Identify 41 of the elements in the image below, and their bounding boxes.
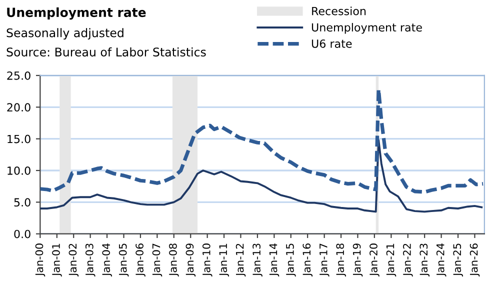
x-tick-label: Jan-05	[118, 244, 129, 276]
x-tick-label: Jan-11	[219, 244, 229, 276]
x-tick-label: Jan-12	[236, 244, 246, 276]
x-tick-label: Jan-21	[386, 244, 396, 276]
x-tick-label: Jan-00	[35, 244, 46, 276]
source-note: Source: Bureau of Labor Statistics	[6, 47, 206, 56]
x-tick-label: Jan-23	[420, 244, 430, 276]
x-tick-label: Jan-04	[102, 243, 112, 276]
x-tick-label: Jan-01	[52, 244, 62, 276]
x-tick-label: Jan-17	[320, 244, 330, 276]
x-tick-label: Jan-02	[68, 244, 79, 276]
x-tick-label: Jan-24	[436, 243, 446, 276]
x-tick-label: Jan-18	[336, 244, 346, 276]
legend-label: Recession	[312, 6, 366, 16]
line-series	[40, 139, 483, 213]
x-tick-label: Jan-09	[186, 244, 196, 276]
line-series	[40, 88, 484, 194]
chart-title: Unemployment rate	[7, 7, 146, 20]
legend-label: U6 rate	[312, 39, 352, 48]
x-tick-label: Jan-07	[152, 244, 162, 276]
x-tick-label: Jan-20	[370, 244, 380, 276]
y-tick-label: 25.0	[7, 71, 30, 80]
y-tick-label: 0.0	[14, 230, 30, 238]
chart-subtitle: Seasonally adjusted	[6, 28, 124, 40]
x-tick-label: Jan-16	[302, 244, 313, 276]
x-tick-label: Jan-14	[269, 243, 280, 276]
x-tick-label: Jan-03	[85, 244, 96, 276]
legend-label: Unemployment rate	[312, 22, 422, 34]
y-tick-label: 15.0	[8, 134, 30, 144]
x-tick-label: Jan-19	[352, 244, 363, 276]
x-tick-label: Jan-06	[136, 244, 146, 276]
x-tick-label: Jan-15	[286, 244, 296, 276]
y-tick-label: 20.0	[7, 103, 30, 112]
y-tick-label: 5.0	[14, 198, 30, 207]
x-tick-label: Jan-10	[202, 244, 212, 276]
y-tick-label: 10.0	[8, 166, 30, 175]
x-tick-label: Jan-13	[252, 244, 262, 276]
x-tick-label: Jan-22	[403, 244, 413, 276]
x-tick-label: Jan-25	[453, 244, 463, 276]
x-tick-label: Jan-26	[470, 244, 480, 276]
x-tick-label: Jan-08	[169, 244, 179, 276]
